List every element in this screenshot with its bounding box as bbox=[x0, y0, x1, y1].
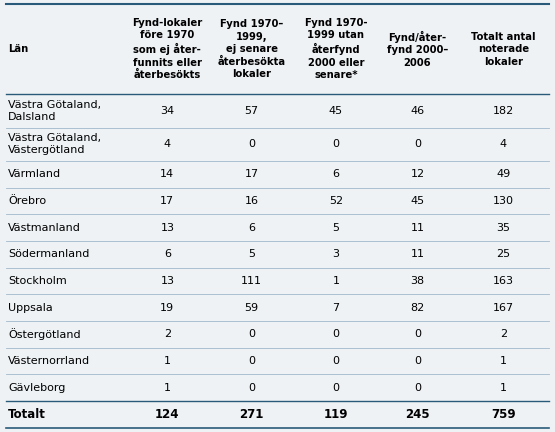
Text: 0: 0 bbox=[248, 139, 255, 149]
Text: 59: 59 bbox=[245, 303, 259, 313]
Text: 17: 17 bbox=[160, 196, 174, 206]
Text: 167: 167 bbox=[493, 303, 514, 313]
Text: 17: 17 bbox=[245, 169, 259, 179]
Text: Totalt: Totalt bbox=[8, 408, 46, 421]
Text: Totalt antal
noterade
lokaler: Totalt antal noterade lokaler bbox=[471, 32, 536, 67]
Text: 12: 12 bbox=[411, 169, 425, 179]
Text: 2: 2 bbox=[500, 329, 507, 340]
Text: 0: 0 bbox=[248, 383, 255, 393]
Text: 52: 52 bbox=[329, 196, 343, 206]
Text: 38: 38 bbox=[411, 276, 425, 286]
Text: 7: 7 bbox=[332, 303, 340, 313]
Text: 13: 13 bbox=[160, 223, 174, 233]
Text: Län: Län bbox=[8, 44, 28, 54]
Text: Uppsala: Uppsala bbox=[8, 303, 53, 313]
Text: 13: 13 bbox=[160, 276, 174, 286]
Text: 130: 130 bbox=[493, 196, 514, 206]
Text: Gävleborg: Gävleborg bbox=[8, 383, 65, 393]
Text: Västra Götaland,
Västergötland: Västra Götaland, Västergötland bbox=[8, 133, 102, 156]
Text: 6: 6 bbox=[332, 169, 340, 179]
Text: 19: 19 bbox=[160, 303, 174, 313]
Text: 35: 35 bbox=[496, 223, 510, 233]
Text: 1: 1 bbox=[500, 383, 507, 393]
Text: 119: 119 bbox=[324, 408, 348, 421]
Text: 245: 245 bbox=[405, 408, 430, 421]
Text: 0: 0 bbox=[414, 356, 421, 366]
Text: Värmland: Värmland bbox=[8, 169, 62, 179]
Text: 0: 0 bbox=[332, 139, 340, 149]
Text: 5: 5 bbox=[332, 223, 340, 233]
Text: 1: 1 bbox=[500, 356, 507, 366]
Text: 0: 0 bbox=[332, 383, 340, 393]
Text: 2: 2 bbox=[164, 329, 171, 340]
Text: 16: 16 bbox=[245, 196, 259, 206]
Text: 45: 45 bbox=[411, 196, 425, 206]
Text: 124: 124 bbox=[155, 408, 180, 421]
Text: 271: 271 bbox=[239, 408, 264, 421]
Text: 1: 1 bbox=[332, 276, 340, 286]
Text: Västra Götaland,
Dalsland: Västra Götaland, Dalsland bbox=[8, 99, 102, 122]
Text: Fynd-lokaler
före 1970
som ej åter-
funnits eller
återbesökts: Fynd-lokaler före 1970 som ej åter- funn… bbox=[132, 18, 203, 80]
Text: Östergötland: Östergötland bbox=[8, 328, 81, 340]
Text: Fynd/åter-
fynd 2000–
2006: Fynd/åter- fynd 2000– 2006 bbox=[387, 31, 448, 67]
Text: Södermanland: Södermanland bbox=[8, 249, 90, 259]
Text: 0: 0 bbox=[332, 356, 340, 366]
Text: 111: 111 bbox=[241, 276, 262, 286]
Text: 0: 0 bbox=[332, 329, 340, 340]
Text: Västernorrland: Västernorrland bbox=[8, 356, 90, 366]
Text: 0: 0 bbox=[248, 356, 255, 366]
Text: 45: 45 bbox=[329, 106, 343, 116]
Text: 182: 182 bbox=[493, 106, 514, 116]
Text: Stockholm: Stockholm bbox=[8, 276, 67, 286]
Text: 11: 11 bbox=[411, 223, 425, 233]
Text: 4: 4 bbox=[164, 139, 171, 149]
Text: 3: 3 bbox=[332, 249, 340, 259]
Text: 6: 6 bbox=[248, 223, 255, 233]
Text: 11: 11 bbox=[411, 249, 425, 259]
Text: Örebro: Örebro bbox=[8, 196, 47, 206]
Text: 49: 49 bbox=[496, 169, 511, 179]
Text: 163: 163 bbox=[493, 276, 514, 286]
Text: 0: 0 bbox=[414, 139, 421, 149]
Text: 4: 4 bbox=[500, 139, 507, 149]
Text: 0: 0 bbox=[414, 329, 421, 340]
Text: 82: 82 bbox=[411, 303, 425, 313]
Text: 5: 5 bbox=[248, 249, 255, 259]
Text: Västmanland: Västmanland bbox=[8, 223, 81, 233]
Text: 0: 0 bbox=[414, 383, 421, 393]
Text: 46: 46 bbox=[411, 106, 425, 116]
Text: 0: 0 bbox=[248, 329, 255, 340]
Text: 1: 1 bbox=[164, 356, 171, 366]
Text: 6: 6 bbox=[164, 249, 171, 259]
Text: 14: 14 bbox=[160, 169, 174, 179]
Text: Fynd 1970–
1999,
ej senare
återbesökta
lokaler: Fynd 1970– 1999, ej senare återbesökta l… bbox=[218, 19, 286, 79]
Text: 759: 759 bbox=[491, 408, 516, 421]
Text: 57: 57 bbox=[245, 106, 259, 116]
Text: 1: 1 bbox=[164, 383, 171, 393]
Text: 25: 25 bbox=[496, 249, 510, 259]
Text: 34: 34 bbox=[160, 106, 174, 116]
Text: Fynd 1970-
1999 utan
återfynd
2000 eller
senare*: Fynd 1970- 1999 utan återfynd 2000 eller… bbox=[305, 18, 367, 80]
